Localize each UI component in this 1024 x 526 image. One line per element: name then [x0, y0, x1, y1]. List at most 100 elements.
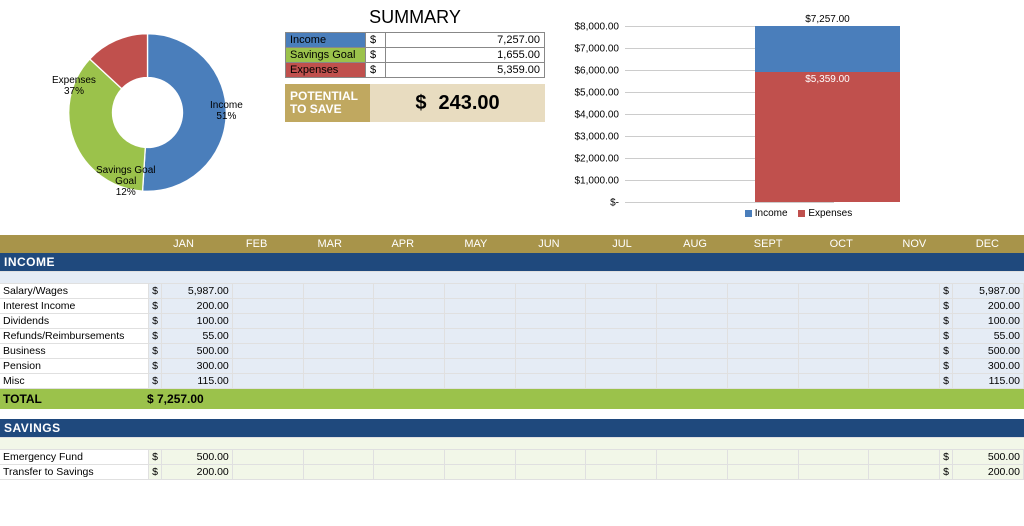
cell-value[interactable]	[798, 344, 869, 359]
cell-value[interactable]	[798, 329, 869, 344]
cell-value[interactable]: 5,987.00	[162, 284, 233, 299]
cell-value[interactable]: 200.00	[162, 299, 233, 314]
cell-value[interactable]	[586, 465, 657, 480]
cell-value[interactable]	[515, 314, 586, 329]
cell-value[interactable]: 300.00	[162, 359, 233, 374]
cell-value[interactable]	[374, 329, 445, 344]
cell-value[interactable]	[232, 299, 303, 314]
cell-value[interactable]	[444, 299, 515, 314]
cell-value[interactable]	[232, 314, 303, 329]
cell-value[interactable]	[586, 314, 657, 329]
cell-value[interactable]	[657, 314, 728, 329]
cell-value[interactable]	[586, 450, 657, 465]
cell-value[interactable]	[869, 359, 940, 374]
cell-value[interactable]	[515, 344, 586, 359]
cell-value[interactable]	[444, 314, 515, 329]
cell-value[interactable]	[727, 344, 798, 359]
cell-value[interactable]	[727, 299, 798, 314]
cell-value[interactable]	[798, 314, 869, 329]
cell-value[interactable]	[232, 284, 303, 299]
cell-value[interactable]	[869, 284, 940, 299]
cell-value[interactable]	[444, 450, 515, 465]
cell-value[interactable]	[232, 374, 303, 389]
cell-value[interactable]	[444, 344, 515, 359]
cell-value[interactable]	[727, 465, 798, 480]
cell-value[interactable]	[727, 314, 798, 329]
cell-value[interactable]	[869, 344, 940, 359]
cell-value[interactable]	[586, 374, 657, 389]
cell-value[interactable]	[515, 299, 586, 314]
cell-value[interactable]	[727, 450, 798, 465]
cell-value[interactable]: 115.00	[162, 374, 233, 389]
cell-value[interactable]	[869, 329, 940, 344]
cell-value[interactable]	[303, 450, 374, 465]
cell-value[interactable]	[869, 374, 940, 389]
cell-value[interactable]	[798, 374, 869, 389]
cell-value[interactable]	[869, 465, 940, 480]
cell-value[interactable]	[444, 284, 515, 299]
cell-value[interactable]	[727, 329, 798, 344]
cell-value[interactable]	[798, 299, 869, 314]
cell-value[interactable]	[303, 344, 374, 359]
cell-value[interactable]	[657, 284, 728, 299]
cell-value[interactable]	[374, 299, 445, 314]
cell-value[interactable]	[727, 284, 798, 299]
legend-box-expenses	[798, 210, 805, 217]
cell-value[interactable]: 200.00	[162, 465, 233, 480]
cell-value[interactable]	[586, 284, 657, 299]
cell-value[interactable]	[515, 284, 586, 299]
cell-value[interactable]	[657, 359, 728, 374]
cell-value[interactable]	[798, 359, 869, 374]
cell-value[interactable]	[303, 329, 374, 344]
cell-value[interactable]	[869, 450, 940, 465]
cell-value[interactable]	[374, 359, 445, 374]
cell-value[interactable]	[515, 450, 586, 465]
cell-value[interactable]	[303, 299, 374, 314]
cell-value[interactable]	[515, 374, 586, 389]
cell-value[interactable]	[444, 465, 515, 480]
cell-value[interactable]	[798, 450, 869, 465]
cell-value[interactable]: 100.00	[162, 314, 233, 329]
cell-value[interactable]	[303, 284, 374, 299]
cell-value[interactable]	[727, 374, 798, 389]
cell-value[interactable]	[303, 314, 374, 329]
cell-value[interactable]	[232, 465, 303, 480]
cell-value[interactable]	[515, 465, 586, 480]
cell-value[interactable]	[303, 465, 374, 480]
cell-value[interactable]	[232, 329, 303, 344]
cell-value[interactable]	[374, 344, 445, 359]
cell-value[interactable]	[586, 299, 657, 314]
cell-value[interactable]	[657, 344, 728, 359]
cell-value[interactable]	[232, 359, 303, 374]
cell-value[interactable]	[374, 314, 445, 329]
cell-value[interactable]	[869, 314, 940, 329]
cell-value[interactable]	[657, 299, 728, 314]
cell-value[interactable]	[586, 359, 657, 374]
cell-value[interactable]	[374, 374, 445, 389]
cell-value[interactable]	[727, 359, 798, 374]
cell-value[interactable]	[515, 359, 586, 374]
cell-value[interactable]	[586, 344, 657, 359]
cell-value[interactable]	[586, 329, 657, 344]
cell-value[interactable]	[444, 359, 515, 374]
cell-value[interactable]	[232, 450, 303, 465]
cell-value[interactable]: 500.00	[162, 450, 233, 465]
cell-value[interactable]	[515, 329, 586, 344]
cell-value[interactable]	[657, 374, 728, 389]
cell-value[interactable]: 55.00	[162, 329, 233, 344]
cell-value[interactable]	[657, 450, 728, 465]
cell-value[interactable]	[374, 284, 445, 299]
cell-value[interactable]	[657, 465, 728, 480]
cell-value[interactable]	[374, 450, 445, 465]
cell-value[interactable]	[657, 329, 728, 344]
cell-value[interactable]	[303, 374, 374, 389]
cell-value[interactable]	[232, 344, 303, 359]
cell-value[interactable]	[374, 465, 445, 480]
cell-value[interactable]	[798, 284, 869, 299]
cell-value[interactable]	[444, 329, 515, 344]
cell-value[interactable]	[869, 299, 940, 314]
cell-value[interactable]	[798, 465, 869, 480]
cell-value[interactable]	[303, 359, 374, 374]
cell-value[interactable]	[444, 374, 515, 389]
cell-value[interactable]: 500.00	[162, 344, 233, 359]
